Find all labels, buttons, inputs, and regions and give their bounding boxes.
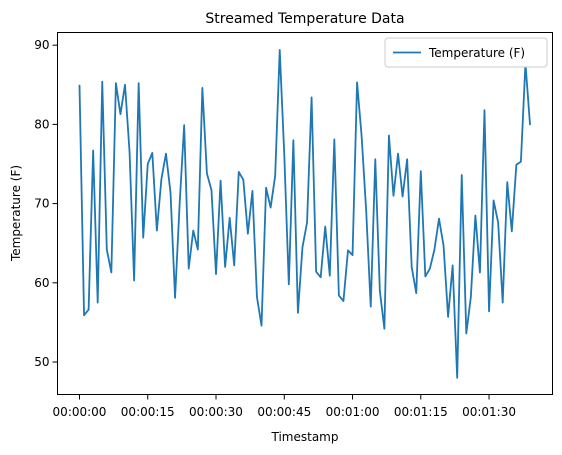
chart-title: Streamed Temperature Data [205, 11, 404, 27]
x-axis-tick-label: 00:01:00 [326, 405, 380, 419]
legend-entry-label: Temperature (F) [428, 46, 525, 60]
y-axis-tick-label: 90 [34, 38, 49, 52]
x-axis-tick-label: 00:01:30 [462, 405, 516, 419]
y-axis-tick-label: 60 [34, 276, 49, 290]
y-axis-label: Temperature (F) [9, 165, 23, 262]
legend: Temperature (F) [384, 37, 548, 68]
y-axis-tick-label: 70 [34, 197, 49, 211]
legend-box [384, 37, 548, 68]
y-axis-tick-label: 80 [34, 117, 49, 131]
plot-frame [57, 32, 553, 395]
series-line-temperature [78, 49, 531, 379]
y-axis: 50 60 70 80 90 [34, 38, 58, 369]
x-axis-tick-label: 00:00:45 [257, 405, 311, 419]
x-axis: 00:00:00 00:00:15 00:00:30 00:00:45 00:01:00… [53, 394, 516, 419]
x-axis-label: Timestamp [271, 430, 339, 444]
x-axis-tick-label: 00:00:30 [189, 405, 243, 419]
plot-area [57, 32, 553, 395]
x-axis-tick-label: 00:01:15 [394, 405, 448, 419]
x-axis-tick-label: 00:00:00 [53, 405, 107, 419]
y-axis-tick-label: 50 [34, 355, 49, 369]
x-axis-tick-label: 00:00:15 [121, 405, 175, 419]
